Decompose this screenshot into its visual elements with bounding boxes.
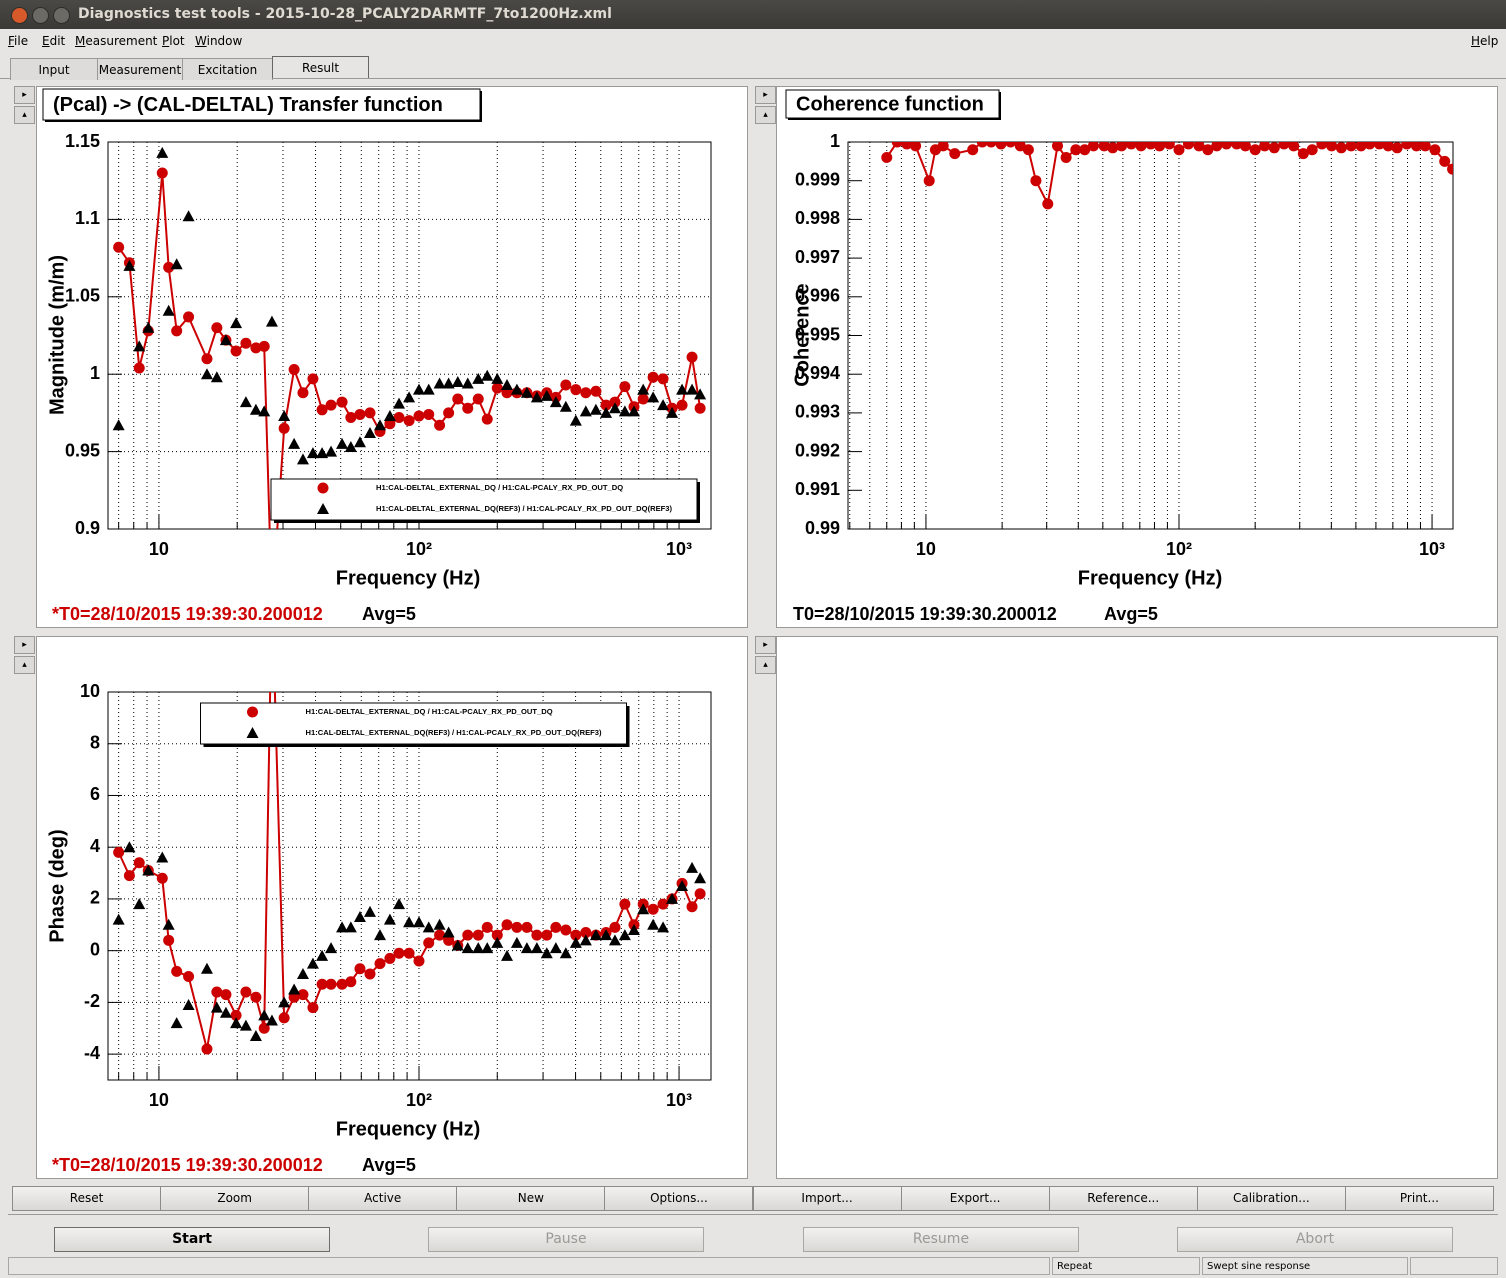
- tab[interactable]: Input: [10, 58, 98, 80]
- menu-item[interactable]: File: [8, 34, 29, 48]
- status-cell: [1410, 1257, 1498, 1275]
- close-button[interactable]: [11, 7, 28, 24]
- status-cell: Repeat: [1052, 1257, 1200, 1275]
- plot-panel: [776, 636, 1498, 1179]
- tab[interactable]: Measurement: [97, 58, 183, 80]
- status-cell: Swept sine response: [1202, 1257, 1408, 1275]
- panel-collapse-button[interactable]: ▴: [755, 106, 776, 124]
- button[interactable]: Reference...: [1048, 1186, 1198, 1211]
- menu-item[interactable]: Plot: [162, 34, 185, 48]
- menu-bar: Help File Edit Measurement Plot Window: [0, 31, 1506, 53]
- button[interactable]: New: [456, 1186, 606, 1211]
- button[interactable]: Print...: [1344, 1186, 1494, 1211]
- menu-item[interactable]: Edit: [42, 34, 66, 48]
- window-title: Diagnostics test tools - 2015-10-28_PCAL…: [78, 6, 612, 22]
- tab[interactable]: Result: [272, 56, 369, 78]
- button: Abort: [1177, 1227, 1453, 1252]
- button[interactable]: Options...: [604, 1186, 754, 1211]
- separator: [8, 1214, 1498, 1215]
- panel-collapse-button[interactable]: ▴: [755, 656, 776, 674]
- button[interactable]: Start: [54, 1227, 330, 1252]
- plot-panel: [36, 636, 748, 1179]
- maximize-button[interactable]: [53, 7, 70, 24]
- panel-collapse-button[interactable]: ▴: [14, 656, 35, 674]
- menu-item[interactable]: Window: [195, 34, 243, 48]
- button[interactable]: Calibration...: [1196, 1186, 1346, 1211]
- button[interactable]: Reset: [12, 1186, 162, 1211]
- tab[interactable]: Excitation: [182, 58, 273, 80]
- plot-panel: [776, 86, 1498, 628]
- tab-underline: [0, 78, 1506, 79]
- panel-expand-button[interactable]: ▸: [755, 636, 776, 654]
- panel-collapse-button[interactable]: ▴: [14, 106, 35, 124]
- panel-expand-button[interactable]: ▸: [14, 636, 35, 654]
- plot-panel: [36, 86, 748, 628]
- panel-expand-button[interactable]: ▸: [755, 86, 776, 104]
- button[interactable]: Import...: [752, 1186, 902, 1211]
- status-cell: [8, 1257, 1050, 1275]
- button[interactable]: Active: [308, 1186, 458, 1211]
- minimize-button[interactable]: [32, 7, 49, 24]
- button[interactable]: Zoom: [160, 1186, 310, 1211]
- button: Resume: [803, 1227, 1079, 1252]
- menu-item[interactable]: Help: [1471, 34, 1499, 48]
- title-bar: Diagnostics test tools - 2015-10-28_PCAL…: [0, 0, 1506, 29]
- button: Pause: [428, 1227, 704, 1252]
- menu-item[interactable]: Measurement: [75, 34, 158, 48]
- panel-expand-button[interactable]: ▸: [14, 86, 35, 104]
- button[interactable]: Export...: [900, 1186, 1050, 1211]
